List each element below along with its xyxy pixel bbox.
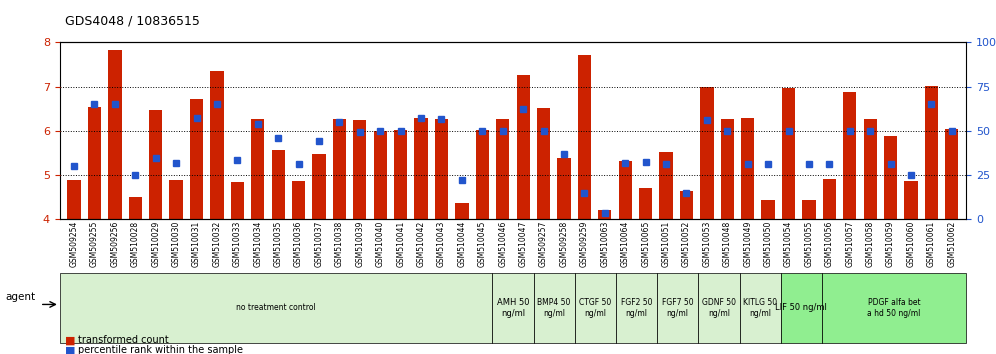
Bar <box>823 179 836 219</box>
Bar <box>149 110 162 219</box>
Bar <box>700 87 713 219</box>
Bar <box>292 181 305 219</box>
Text: transformed count: transformed count <box>78 335 168 345</box>
Text: ■: ■ <box>65 335 76 346</box>
Text: PDGF alfa bet
a hd 50 ng/ml: PDGF alfa bet a hd 50 ng/ml <box>868 298 920 318</box>
Bar <box>945 129 958 219</box>
Bar <box>599 210 612 219</box>
Bar <box>639 188 652 219</box>
Bar <box>924 86 938 219</box>
Bar <box>578 55 591 219</box>
Bar <box>782 88 795 219</box>
Bar <box>169 179 182 219</box>
Bar <box>803 200 816 219</box>
Text: CTGF 50
ng/ml: CTGF 50 ng/ml <box>580 298 612 318</box>
Bar <box>721 119 734 219</box>
Bar <box>374 131 386 219</box>
Bar <box>476 130 489 219</box>
Text: GDS4048 / 10836515: GDS4048 / 10836515 <box>65 15 199 28</box>
Bar <box>435 119 448 219</box>
Bar <box>762 200 775 219</box>
Text: LIF 50 ng/ml: LIF 50 ng/ml <box>776 303 828 313</box>
Text: AMH 50
ng/ml: AMH 50 ng/ml <box>497 298 529 318</box>
Bar <box>394 130 407 219</box>
Text: FGF2 50
ng/ml: FGF2 50 ng/ml <box>621 298 652 318</box>
Bar <box>68 179 81 219</box>
Bar <box>864 119 876 219</box>
Bar <box>680 191 693 219</box>
Bar <box>659 152 672 219</box>
Text: GDNF 50
ng/ml: GDNF 50 ng/ml <box>702 298 736 318</box>
Bar <box>313 154 326 219</box>
Bar <box>884 136 897 219</box>
Bar <box>272 149 285 219</box>
Bar <box>88 107 102 219</box>
Text: percentile rank within the sample: percentile rank within the sample <box>78 345 243 354</box>
Bar <box>231 182 244 219</box>
Text: FGF7 50
ng/ml: FGF7 50 ng/ml <box>662 298 693 318</box>
Bar <box>455 203 468 219</box>
Bar <box>414 118 427 219</box>
Bar <box>496 119 509 219</box>
Bar <box>210 71 223 219</box>
Bar <box>251 119 264 219</box>
Bar <box>844 92 857 219</box>
Bar <box>109 50 122 219</box>
Bar <box>517 75 530 219</box>
Text: no treatment control: no treatment control <box>236 303 316 313</box>
Bar <box>128 198 141 219</box>
Text: ■: ■ <box>65 345 76 354</box>
Bar <box>558 159 571 219</box>
Text: KITLG 50
ng/ml: KITLG 50 ng/ml <box>743 298 777 318</box>
Bar <box>741 118 754 219</box>
Bar <box>190 99 203 219</box>
Text: BMP4 50
ng/ml: BMP4 50 ng/ml <box>538 298 571 318</box>
Bar <box>333 120 346 219</box>
Bar <box>537 108 550 219</box>
Bar <box>904 181 917 219</box>
Bar <box>619 161 631 219</box>
Bar <box>354 120 367 219</box>
Text: agent: agent <box>5 292 35 302</box>
